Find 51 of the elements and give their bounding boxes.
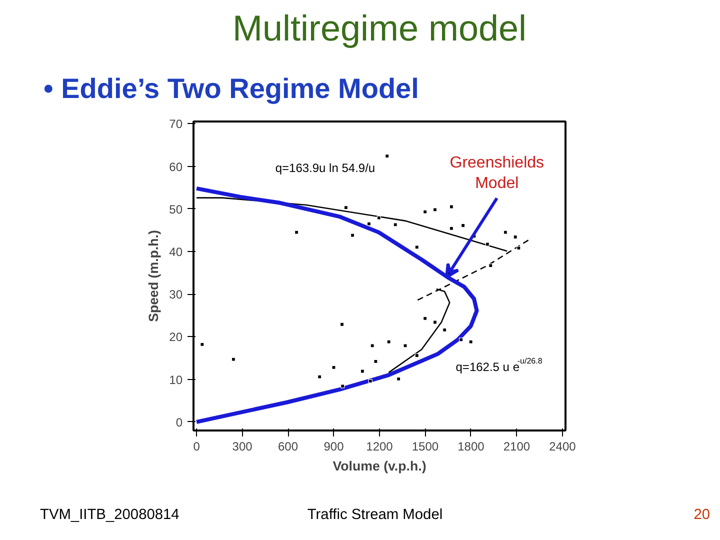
point [503, 230, 508, 234]
y-tick-label: 20 [169, 330, 183, 344]
point [468, 340, 473, 344]
point [393, 222, 398, 227]
x-axis-title: Volume (v.p.h.) [332, 458, 426, 474]
point [340, 384, 345, 388]
point [516, 246, 521, 250]
point [513, 234, 518, 240]
point [423, 210, 428, 214]
point [385, 154, 390, 158]
point [318, 374, 322, 379]
point [370, 344, 374, 348]
y-tick-label: 40 [169, 244, 183, 259]
x-tick-label: 1200 [366, 440, 394, 454]
point [386, 340, 391, 344]
chart-subtitle: • Eddie’s Two Regime Model [44, 73, 419, 104]
point [200, 342, 204, 346]
point [340, 322, 344, 326]
x-tick-label: 0 [193, 440, 200, 454]
y-axis-title: Speed (m.p.h.) [146, 230, 162, 322]
y-tick-label: 10 [169, 372, 183, 387]
point [231, 357, 236, 362]
point [442, 328, 447, 332]
x-tick-label: 1800 [458, 440, 485, 454]
x-tick-label: 2400 [549, 440, 576, 454]
point [485, 242, 490, 246]
x-tick-label: 1500 [412, 440, 439, 454]
x-tick-label: 900 [324, 440, 344, 454]
y-tick-label: 50 [169, 202, 183, 216]
y-tick-label: 60 [169, 160, 183, 174]
point [414, 353, 419, 358]
annotation: q=163.9u ln 54.9/u [275, 160, 376, 175]
text: Traffic Stream Model [307, 506, 443, 525]
point [376, 216, 381, 220]
annotation: Greenshields Model [450, 154, 544, 192]
point [423, 316, 428, 320]
text: 20 [694, 506, 710, 525]
x-tick-label: 2100 [503, 440, 530, 454]
y-tick-label: 30 [169, 288, 183, 302]
point [360, 369, 364, 374]
x-tick-label: 600 [278, 440, 298, 454]
chart-title: Multiregime model [232, 8, 527, 48]
y-tick-label: 70 [169, 117, 183, 132]
y-tick-label: 0 [176, 415, 183, 430]
point [488, 264, 493, 268]
x-tick-label: 300 [232, 440, 253, 454]
point [294, 230, 299, 234]
point [403, 344, 408, 348]
point [368, 379, 372, 384]
text: TVM_IITB_20080814 [40, 506, 180, 525]
point [414, 245, 419, 250]
